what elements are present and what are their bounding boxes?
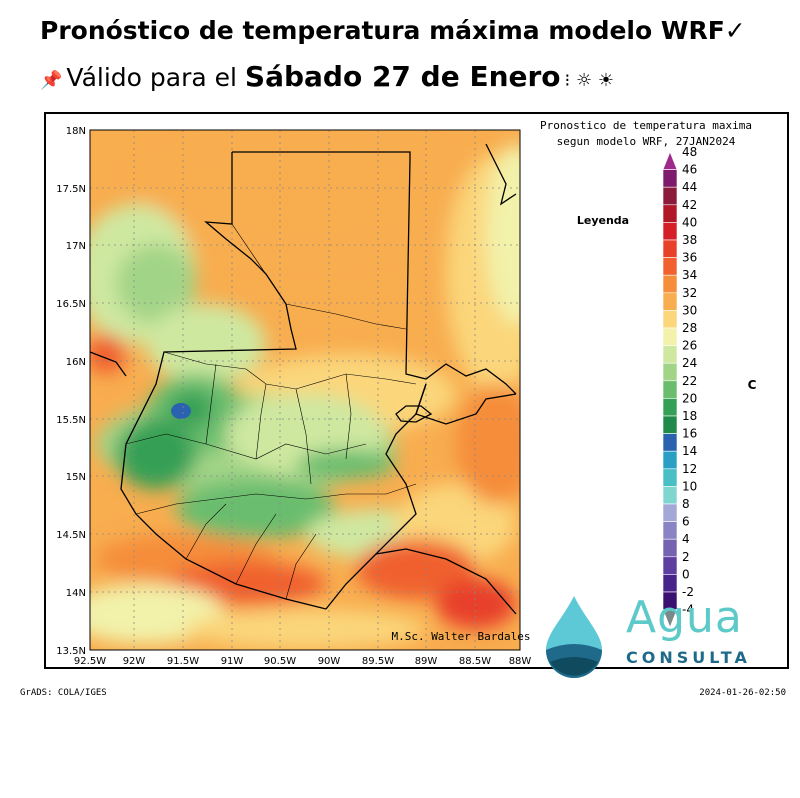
page-title: Pronóstico de temperatura máxima modelo … [40, 16, 746, 45]
lon-tick: 91W [221, 656, 244, 667]
lat-tick: 18N [66, 126, 86, 137]
colorbar-swatch [662, 468, 678, 487]
subtitle-date: Sábado 27 de Enero [244, 60, 561, 93]
colorbar-swatch [662, 204, 678, 223]
colorbar-label: -4 [682, 603, 694, 617]
colorbar-label: 24 [682, 356, 697, 370]
colorbar-label: 30 [682, 303, 697, 317]
lat-tick: 16N [66, 357, 86, 368]
lat-tick: 14.5N [56, 530, 86, 541]
lon-tick: 89.5W [362, 656, 394, 667]
map-grid [90, 130, 520, 650]
colorbar-swatch [662, 398, 678, 417]
lon-tick: 88.5W [459, 656, 491, 667]
lat-axis: 18N 17.5N 17N 16.5N 16N 15.5N 15N 14.5N … [56, 126, 86, 657]
lon-tick: 92.5W [74, 656, 106, 667]
colorbar-label: 22 [682, 374, 697, 388]
colorbar-swatch [662, 450, 678, 470]
colorbar-swatch [662, 257, 678, 276]
colorbar-label: 44 [682, 180, 697, 194]
lon-tick: 92W [123, 656, 146, 667]
colorbar-swatch [662, 415, 678, 434]
colorbar-label: 38 [682, 233, 697, 247]
colorbar-swatch [662, 538, 678, 558]
colorbar-label: 28 [682, 321, 697, 335]
lat-tick: 16.5N [56, 299, 86, 310]
page-subtitle: 📌 Válido para el Sábado 27 de Enero ⁝ ☼ ☀ [40, 60, 614, 93]
colorbar-swatch [662, 362, 678, 382]
legend-label: Leyenda [577, 214, 629, 227]
colorbar-label: 34 [682, 268, 697, 282]
colorbar-label: 36 [682, 251, 697, 265]
water-drop-icon [546, 596, 602, 678]
colorbar-label: 2 [682, 550, 690, 564]
colorbar-swatch [662, 310, 678, 329]
lon-tick: 91.5W [167, 656, 199, 667]
colorbar-label: 20 [682, 391, 697, 405]
lon-tick: 88W [509, 656, 532, 667]
lat-tick: 13.5N [56, 646, 86, 657]
map-frame: 18N 17.5N 17N 16.5N 16N 15.5N 15N 14.5N … [44, 112, 789, 669]
subtitle-prefix: Válido para el [66, 63, 245, 92]
colorbar-swatch [662, 433, 678, 452]
temperature-map: 18N 17.5N 17N 16.5N 16N 15.5N 15N 14.5N … [56, 119, 757, 667]
colorbar-swatch [662, 521, 678, 540]
lat-tick: 15.5N [56, 415, 86, 426]
colorbar-swatch [662, 169, 678, 188]
plot-title-line1: Pronostico de temperatura maxima [540, 119, 752, 132]
lat-tick: 15N [66, 472, 86, 483]
lat-tick: 14N [66, 588, 86, 599]
colorbar: 4846444240383634323028262422201816141210… [662, 145, 697, 629]
colorbar-label: 0 [682, 567, 690, 581]
colorbar-label: 12 [682, 462, 697, 476]
lat-tick: 17.5N [56, 184, 86, 195]
colorbar-label: 10 [682, 479, 697, 493]
lon-axis: 92.5W 92W 91.5W 91W 90.5W 90W 89.5W 89W … [74, 656, 531, 667]
colorbar-label: 14 [682, 444, 697, 458]
plot-border [89, 129, 521, 651]
lon-tick: 89W [415, 656, 438, 667]
colorbar-label: 18 [682, 409, 697, 423]
agua-consulta-logo: Agua CONSULTA [542, 590, 772, 680]
logo-word: Agua [626, 592, 743, 643]
department-borders [125, 223, 417, 600]
colorbar-swatch [662, 486, 678, 505]
footer-right: 2024-01-26-02:50 [699, 688, 786, 698]
colorbar-swatch [662, 609, 678, 629]
colorbar-swatch [662, 151, 678, 170]
cold-spot [171, 403, 191, 419]
colorbar-label: 4 [682, 532, 690, 546]
lon-tick: 90.5W [264, 656, 296, 667]
colorbar-swatch [662, 380, 678, 399]
colorbar-swatch [662, 274, 678, 294]
colorbar-swatch [662, 503, 678, 522]
unit-label: C [748, 378, 757, 392]
lat-tick: 17N [66, 241, 86, 252]
lon-tick: 90W [318, 656, 341, 667]
colorbar-label: 8 [682, 497, 690, 511]
colorbar-label: 42 [682, 198, 697, 212]
credit: M.Sc. Walter Bardales [391, 630, 530, 643]
colorbar-swatch [662, 345, 678, 364]
colorbar-swatch [662, 292, 678, 311]
colorbar-label: 6 [682, 515, 690, 529]
colorbar-label: -2 [682, 585, 694, 599]
pushpin-icon: 📌 [40, 70, 63, 91]
logo-sub: CONSULTA [626, 648, 751, 667]
colorbar-swatch [662, 186, 678, 206]
footer-left: GrADS: COLA/IGES [20, 688, 107, 698]
colorbar-label: 26 [682, 339, 697, 353]
colorbar-swatch [662, 556, 678, 575]
colorbar-swatch [662, 327, 678, 346]
weather-icons: ⁝ ☼ ☀ [564, 70, 614, 91]
colorbar-label: 16 [682, 427, 697, 441]
colorbar-label: 32 [682, 286, 697, 300]
colorbar-label: 40 [682, 215, 697, 229]
colorbar-swatch [662, 239, 678, 258]
colorbar-swatch [662, 222, 678, 241]
plot-title-line2: segun modelo WRF, 27JAN2024 [557, 135, 736, 148]
colorbar-label: 48 [682, 145, 697, 159]
colorbar-label: 46 [682, 163, 697, 177]
